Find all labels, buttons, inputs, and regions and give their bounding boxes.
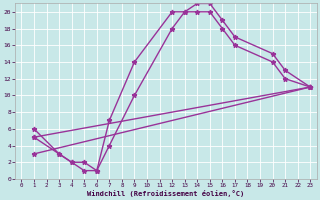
- X-axis label: Windchill (Refroidissement éolien,°C): Windchill (Refroidissement éolien,°C): [87, 190, 244, 197]
